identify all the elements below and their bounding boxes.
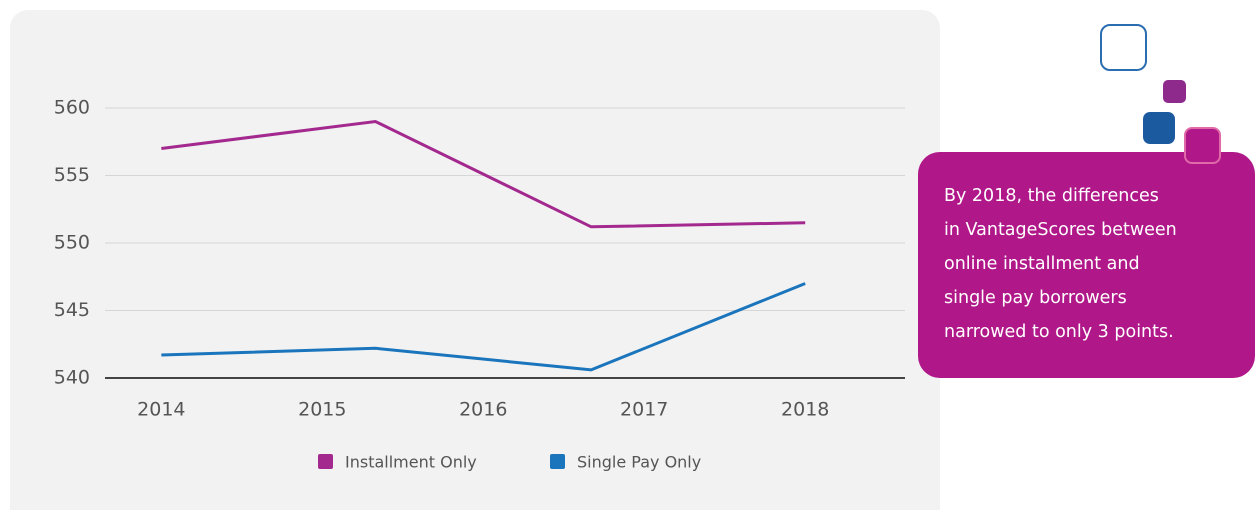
callout-text: By 2018, the differences [944, 186, 1159, 206]
callout-text: narrowed to only 3 points. [944, 322, 1174, 342]
decor-square [1143, 112, 1175, 144]
x-tick-label: 2017 [620, 399, 668, 421]
legend-swatch [550, 454, 565, 469]
series-line [161, 282, 806, 372]
legend-label: Single Pay Only [577, 453, 701, 472]
x-tick-label: 2018 [781, 399, 829, 421]
callout-text: single pay borrowers [944, 288, 1127, 308]
y-tick-label: 540 [54, 367, 90, 389]
x-tick-label: 2015 [298, 399, 346, 421]
y-tick-label: 555 [54, 164, 90, 186]
x-tick-label: 2014 [137, 399, 185, 421]
x-tick-label: 2016 [459, 399, 507, 421]
decor-square [1163, 80, 1186, 103]
y-tick-label: 545 [54, 299, 90, 321]
chart-panel [10, 10, 940, 514]
decor-square [1184, 127, 1221, 164]
callout-box [918, 152, 1255, 378]
decor-square [1100, 24, 1147, 71]
y-tick-label: 550 [54, 232, 90, 254]
callout-text: in VantageScores between [944, 220, 1177, 240]
y-tick-label: 560 [54, 97, 90, 119]
legend-swatch [318, 454, 333, 469]
series-line [161, 119, 806, 229]
callout-text: online installment and [944, 254, 1140, 274]
legend-label: Installment Only [345, 453, 477, 472]
